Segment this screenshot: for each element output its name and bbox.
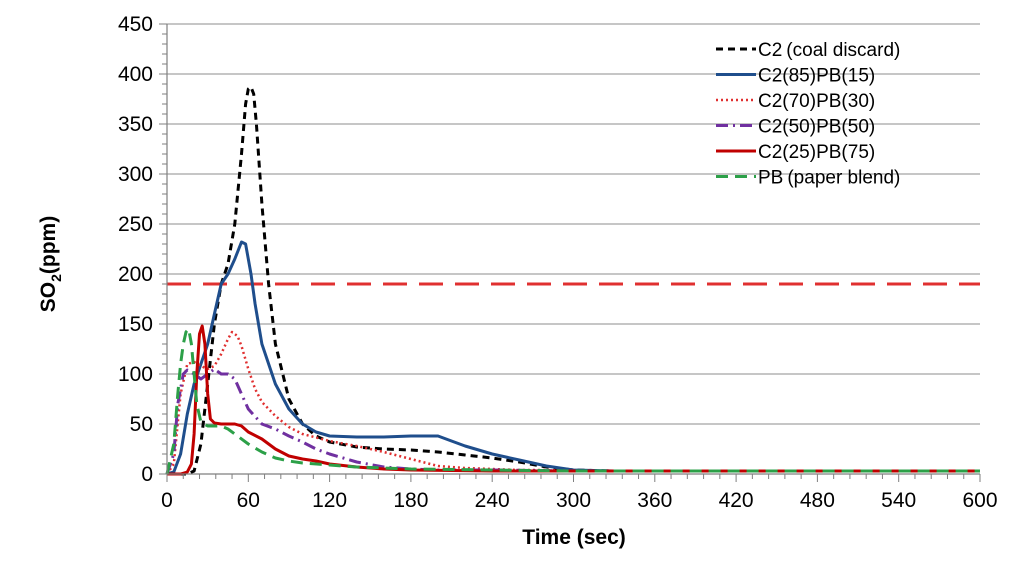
x-tick-label: 600	[962, 489, 997, 512]
series-layer	[165, 85, 980, 476]
y-tick-label: 100	[118, 363, 153, 386]
x-tick-label: 60	[237, 489, 260, 512]
y-tick-label: 250	[118, 213, 153, 236]
gridlines	[167, 23, 980, 425]
legend-label: C2(70)PB(30)	[758, 91, 875, 112]
tick-labels: 0 50 100 150 200 250 300 350 400 450 0 60 120 180 240 3…	[118, 13, 998, 512]
legend: C2 (coal discard) C2(85)PB(15) C2(70)PB(30)…	[716, 40, 900, 189]
y-tick-label: 50	[130, 413, 153, 436]
series-line-6	[165, 327, 980, 475]
axes	[159, 23, 981, 482]
legend-label: C2 (coal discard)	[758, 40, 900, 61]
y-tick-label: 150	[118, 313, 153, 336]
legend-label: C2(25)PB(75)	[758, 142, 875, 163]
series-line-3	[165, 330, 980, 475]
series-line-4	[165, 367, 980, 475]
legend-label-main: C2(50)PB(50)	[758, 117, 875, 138]
y-axis-title-main: SO	[37, 282, 60, 312]
y-axis-title-unit: (ppm)	[37, 216, 60, 274]
x-tick-label: 240	[475, 489, 510, 512]
y-axis-title-subscript: 2	[48, 274, 64, 282]
y-tick-label: 200	[118, 263, 153, 286]
legend-label-main: C2	[758, 40, 782, 61]
legend-label-main: PB	[758, 168, 783, 189]
legend-label-main: C2(25)PB(75)	[758, 142, 875, 163]
x-axis-title: Time (sec)	[522, 526, 626, 549]
legend-label: C2(85)PB(15)	[758, 66, 875, 87]
x-tick-label: 120	[312, 489, 347, 512]
legend-label-main: C2(85)PB(15)	[758, 66, 875, 87]
series-line-2	[166, 240, 980, 476]
x-tick-label: 180	[393, 489, 428, 512]
x-tick-label: 300	[556, 489, 591, 512]
x-tick-label: 420	[719, 489, 754, 512]
legend-label: C2(50)PB(50)	[758, 117, 875, 138]
legend-label-rest: (paper blend)	[787, 168, 900, 189]
y-tick-label: 400	[118, 63, 153, 86]
x-tick-label: 360	[637, 489, 672, 512]
y-tick-label: 300	[118, 163, 153, 186]
x-tick-label: 480	[800, 489, 835, 512]
y-tick-label: 350	[118, 113, 153, 136]
y-tick-label: 0	[141, 463, 153, 486]
legend-label-main: C2(70)PB(30)	[758, 91, 875, 112]
legend-label-rest: (coal discard)	[786, 40, 900, 61]
y-tick-label: 450	[118, 13, 153, 36]
x-tick-label: 540	[881, 489, 916, 512]
legend-label: PB (paper blend)	[758, 168, 900, 189]
x-tick-label: 0	[161, 489, 173, 512]
y-axis-title: SO2(ppm)	[37, 216, 64, 312]
